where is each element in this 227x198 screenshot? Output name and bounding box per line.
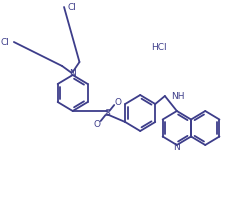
Text: NH: NH — [171, 91, 184, 101]
Text: Cl: Cl — [68, 3, 77, 11]
Text: HCl: HCl — [151, 43, 166, 51]
Text: N: N — [69, 69, 76, 77]
Text: Cl: Cl — [0, 37, 9, 47]
Text: S: S — [105, 109, 110, 117]
Text: N: N — [173, 144, 180, 152]
Text: O: O — [115, 97, 121, 107]
Text: O: O — [93, 120, 100, 129]
